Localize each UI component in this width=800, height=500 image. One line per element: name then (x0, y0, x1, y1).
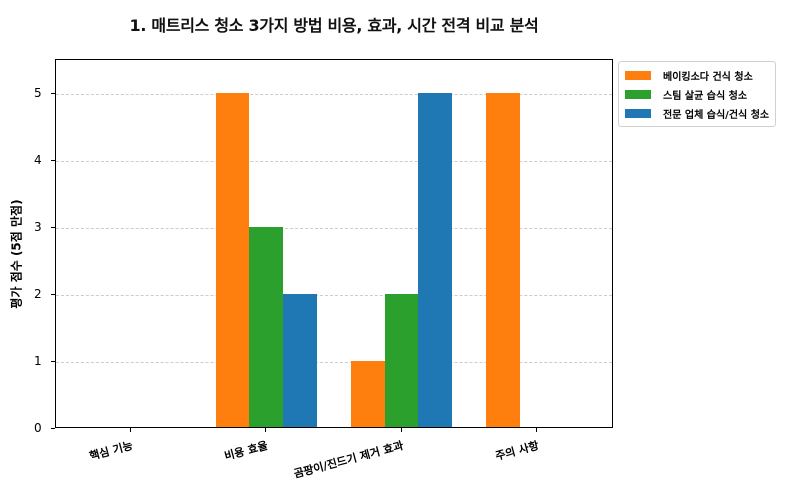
bar (215, 92, 250, 427)
legend-swatch (625, 90, 651, 99)
legend-label: 베이킹소다 건식 청소 (663, 72, 753, 83)
gridline (56, 160, 612, 162)
x-tick-mark (400, 428, 402, 432)
y-tick-mark (51, 360, 55, 362)
gridline (56, 294, 612, 296)
y-tick-label: 3 (34, 219, 42, 234)
legend-swatch (625, 71, 651, 80)
chart-title: 1. 매트리스 청소 3가지 방법 비용, 효과, 시간 전격 비교 분석 (129, 16, 539, 35)
y-tick-mark (51, 159, 55, 161)
x-tick-label: 곰팡이/진드기 제거 효과 (291, 438, 405, 481)
legend-item: 베이킹소다 건식 청소 (625, 66, 769, 85)
x-tick-mark (130, 428, 131, 432)
y-tick-mark (51, 92, 55, 94)
bar (486, 92, 521, 427)
x-tick-mark (265, 428, 267, 432)
legend-item: 전문 업체 습식/건식 청소 (625, 104, 769, 123)
x-tick-mark (535, 428, 537, 432)
x-tick-label: 핵심 기능 (88, 438, 135, 463)
y-tick-label: 1 (34, 353, 42, 368)
x-tick-label: 비용 효율 (223, 438, 270, 463)
y-tick-label: 0 (34, 421, 42, 435)
gridline (56, 227, 612, 229)
bar (283, 293, 317, 427)
x-tick-label: 주의 사항 (493, 438, 541, 463)
legend-swatch (625, 109, 651, 118)
y-tick-label: 2 (34, 286, 42, 301)
gridline (56, 361, 612, 363)
y-axis-label: 평가 점수 (5점 만점) (9, 199, 24, 309)
y-tick-mark (51, 226, 55, 228)
bar (418, 92, 453, 427)
legend-label: 전문 업체 습식/건식 청소 (663, 110, 770, 121)
y-tick-mark (51, 428, 55, 429)
y-tick-mark (51, 293, 55, 295)
bar (249, 226, 284, 427)
y-tick-label: 5 (34, 85, 42, 100)
bar (384, 293, 419, 427)
legend-item: 스팀 살균 습식 청소 (625, 85, 769, 104)
legend-label: 스팀 살균 습식 청소 (663, 91, 748, 102)
plot-area (55, 59, 613, 428)
bar (351, 360, 385, 427)
gridline (56, 93, 612, 95)
y-tick-label: 4 (34, 152, 42, 167)
